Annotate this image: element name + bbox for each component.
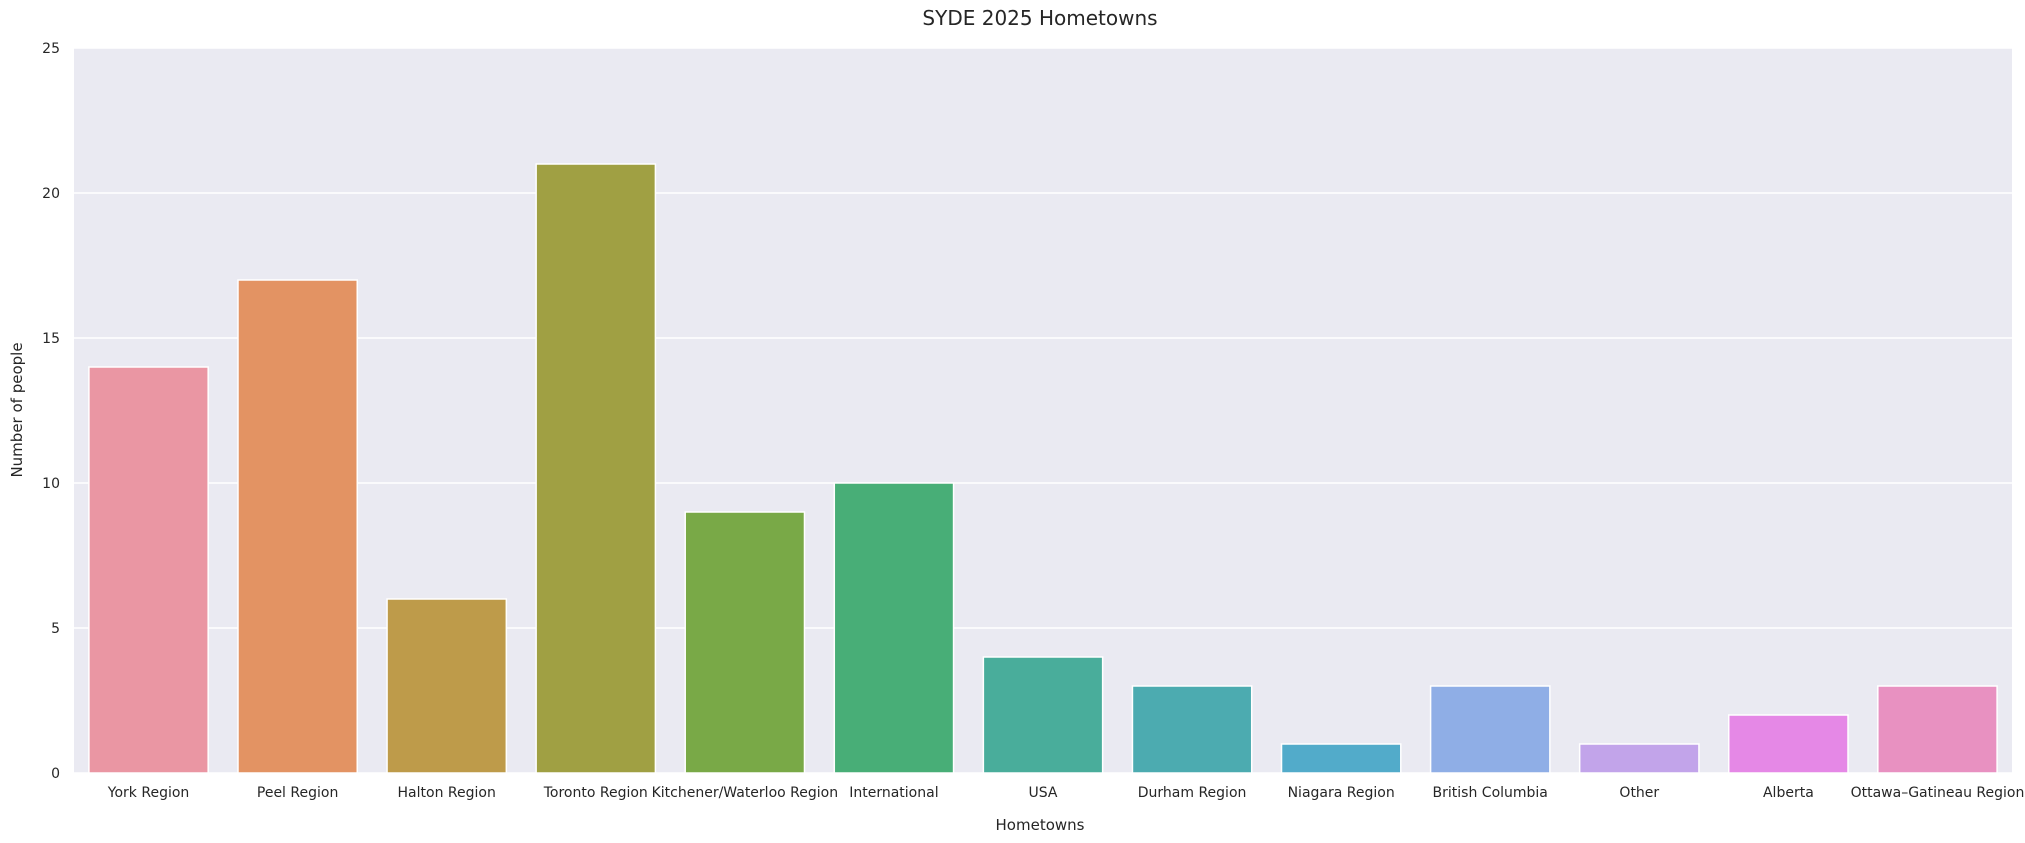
bar — [684, 511, 806, 774]
bar — [1131, 685, 1253, 774]
x-tick-label: Toronto Region — [543, 785, 648, 801]
x-tick-label: Other — [1619, 785, 1659, 801]
x-tick-label: Niagara Region — [1288, 785, 1395, 801]
x-tick-label: Durham Region — [1138, 785, 1247, 801]
y-tick-label: 0 — [51, 766, 60, 782]
bar — [1280, 743, 1402, 774]
y-tick-label: 10 — [42, 476, 60, 492]
bars — [88, 163, 1998, 774]
bar — [535, 163, 657, 774]
y-axis-ticks: 0 5 10 15 20 25 — [42, 41, 60, 782]
bar — [982, 656, 1104, 774]
x-tick-label: International — [849, 785, 938, 801]
bar — [237, 279, 358, 774]
y-axis-label: Number of people — [8, 342, 26, 477]
bar — [386, 598, 508, 774]
x-tick-label: Kitchener/Waterloo Region — [652, 785, 838, 801]
x-tick-label: Peel Region — [257, 785, 338, 801]
bar — [1728, 714, 1849, 774]
x-tick-label: British Columbia — [1433, 785, 1548, 801]
y-tick-label: 20 — [42, 186, 60, 202]
bar — [1578, 743, 1700, 774]
bar — [1877, 685, 1998, 774]
x-tick-label: York Region — [107, 785, 190, 801]
bar — [833, 482, 955, 774]
bar — [88, 366, 209, 774]
chart-title: SYDE 2025 Hometowns — [922, 6, 1157, 30]
y-tick-label: 5 — [51, 621, 60, 637]
x-tick-label: Ottawa–Gatineau Region — [1851, 785, 2025, 801]
bar — [1429, 685, 1551, 774]
x-axis-ticks: York Region Peel Region Halton Region Toron… — [107, 785, 2025, 801]
x-tick-label: Halton Region — [398, 785, 496, 801]
x-tick-label: USA — [1029, 785, 1058, 801]
y-tick-label: 15 — [42, 331, 60, 347]
x-axis-label: Hometowns — [996, 816, 1085, 834]
y-tick-label: 25 — [42, 41, 60, 57]
x-tick-label: Alberta — [1763, 785, 1814, 801]
